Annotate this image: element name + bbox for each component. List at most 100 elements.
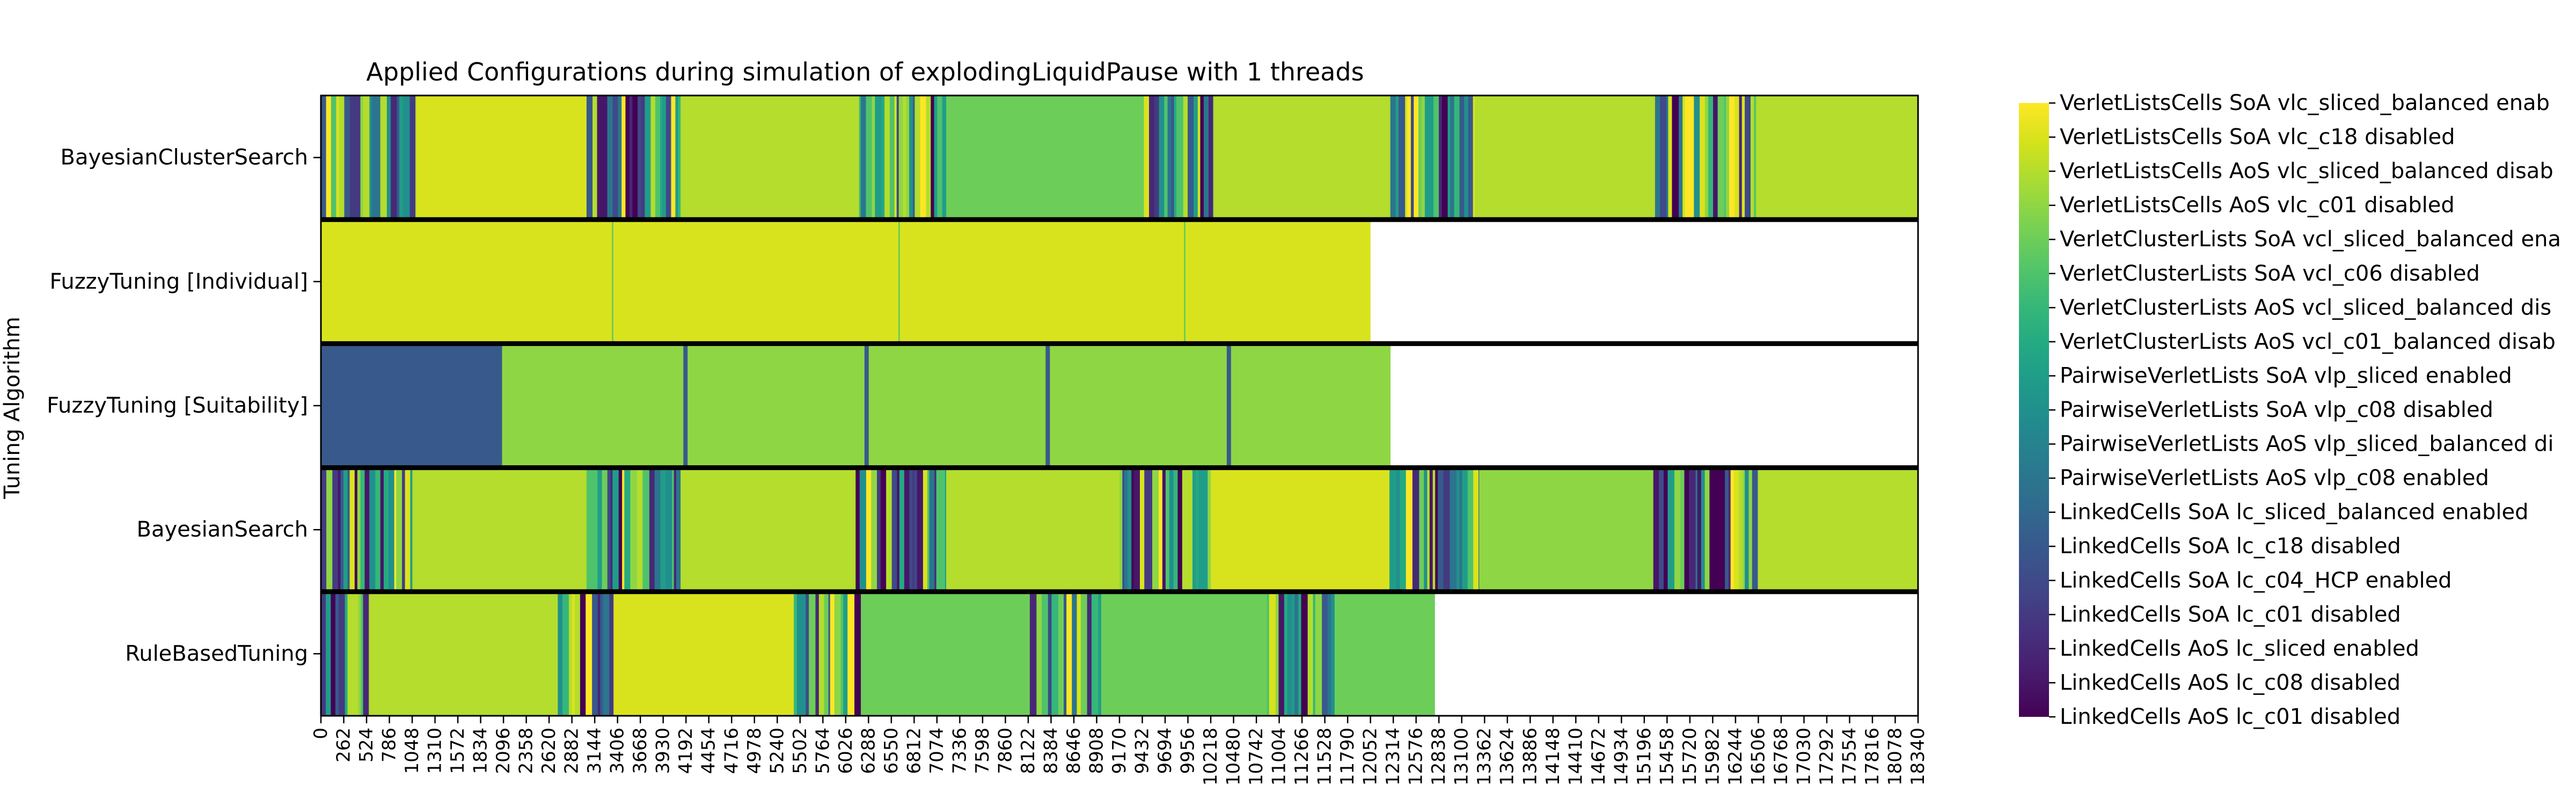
heatmap-cell (349, 96, 356, 220)
heatmap-cell (326, 467, 333, 592)
heatmap-cell (861, 591, 1030, 716)
heatmap-cell (897, 467, 900, 592)
heatmap-cell (607, 467, 611, 592)
heatmap-cell (1668, 96, 1672, 220)
x-tick-label: 11790 (1337, 728, 1358, 786)
heatmap-cell (1708, 96, 1714, 220)
heatmap-cell (1468, 96, 1474, 220)
heatmap-cell (1122, 467, 1125, 592)
heatmap-cell (1672, 96, 1679, 220)
heatmap-cell (899, 467, 905, 592)
heatmap-cell (672, 467, 675, 592)
x-tick-label: 7336 (949, 728, 970, 774)
heatmap-cell (1475, 96, 1656, 220)
heatmap-cell (1701, 467, 1706, 592)
y-axis-label: Tuning Algorithm (0, 317, 25, 500)
heatmap-cell (358, 591, 361, 716)
heatmap-cell (1298, 591, 1301, 716)
heatmap-cell (321, 219, 1371, 344)
x-tick-label: 13624 (1497, 728, 1518, 786)
heatmap-cell (945, 467, 947, 592)
heatmap-cell (654, 467, 661, 592)
heatmap-cell (502, 343, 1391, 468)
heatmap-cell (321, 591, 326, 716)
heatmap-cell (834, 591, 841, 716)
heatmap-cell (412, 467, 587, 592)
heatmap-cell (1159, 467, 1163, 592)
heatmap-cell (678, 96, 681, 220)
heatmap-cell (1322, 591, 1328, 716)
heatmap-cell (625, 96, 630, 220)
heatmap-cell (1149, 96, 1155, 220)
heatmap-cell (815, 591, 819, 716)
heatmap-row (321, 219, 1371, 344)
heatmap-cell (586, 591, 592, 716)
heatmap-cell (1728, 467, 1731, 592)
x-tick-label: 4192 (675, 728, 697, 774)
heatmap-cell (872, 96, 875, 220)
heatmap-cell (1275, 591, 1279, 716)
heatmap-cell (622, 467, 625, 592)
heatmap-cell (343, 467, 348, 592)
heatmap-cell (914, 467, 917, 592)
colorbar-tick-label: LinkedCells SoA lc_sliced_balanced enabl… (2060, 500, 2528, 525)
colorbar-tick-label: PairwiseVerletLists SoA vlp_sliced enabl… (2060, 363, 2512, 388)
heatmap-cell (1450, 96, 1454, 220)
heatmap-cell (394, 467, 397, 592)
heatmap-cell (347, 467, 350, 592)
heatmap-cell (1733, 467, 1739, 592)
heatmap-cell (828, 591, 831, 716)
heatmap-cell (562, 591, 569, 716)
heatmap-cell (321, 343, 502, 468)
x-tick-label: 16506 (1747, 728, 1769, 786)
colorbar-tick-label: VerletListsCells SoA vlc_sliced_balanced… (2060, 91, 2550, 115)
heatmap-cell (331, 96, 336, 220)
heatmap-cell (1473, 96, 1475, 220)
x-tick-label: 17816 (1862, 728, 1883, 786)
heatmap-cell (655, 96, 661, 220)
heatmap-cell (1150, 467, 1153, 592)
x-tick-label: 6550 (881, 728, 902, 774)
heatmap-cell (1682, 96, 1686, 220)
heatmap-cell (415, 96, 417, 220)
heatmap-cell (866, 96, 872, 220)
heatmap-cell (1278, 591, 1285, 716)
x-tick-label: 3406 (607, 728, 628, 774)
heatmap-cell (357, 467, 361, 592)
heatmap-cell (611, 219, 613, 344)
heatmap-cell (388, 467, 395, 592)
heatmap-cell (326, 591, 331, 716)
heatmap-cell (1058, 591, 1064, 716)
heatmap-cell (1124, 467, 1128, 592)
heatmap-cell (1680, 467, 1685, 592)
heatmap-cell (1655, 96, 1660, 220)
heatmap-cell (1748, 467, 1753, 592)
heatmap-cell (888, 467, 892, 592)
heatmap-cell (1072, 591, 1077, 716)
heatmap-cell (645, 96, 651, 220)
heatmap-cell (1752, 467, 1758, 592)
heatmap-cell (665, 96, 671, 220)
colorbar-tick-label: LinkedCells SoA lc_c18 disabled (2060, 534, 2401, 559)
x-tick-label: 2882 (561, 728, 583, 774)
heatmap-cell (331, 591, 336, 716)
heatmap-cell (937, 96, 943, 220)
heatmap-cell (880, 467, 887, 592)
heatmap-cell (629, 96, 633, 220)
heatmap-cell (931, 96, 934, 220)
heatmap-cell (1725, 467, 1729, 592)
x-tick-label: 17030 (1793, 728, 1814, 786)
heatmap-cell (1202, 467, 1208, 592)
heatmap-cell (920, 96, 926, 220)
heatmap-cell (1029, 591, 1037, 716)
heatmap-cell (1473, 467, 1479, 592)
heatmap-cell (1754, 96, 1757, 220)
colorbar-gradient (2019, 103, 2049, 717)
heatmap-cell (580, 591, 586, 716)
heatmap-cell (1177, 467, 1183, 592)
heatmap-cell (377, 96, 381, 220)
heatmap-cell (360, 467, 365, 592)
y-tick-label: RuleBasedTuning (125, 641, 308, 666)
heatmap-cell (660, 96, 662, 220)
